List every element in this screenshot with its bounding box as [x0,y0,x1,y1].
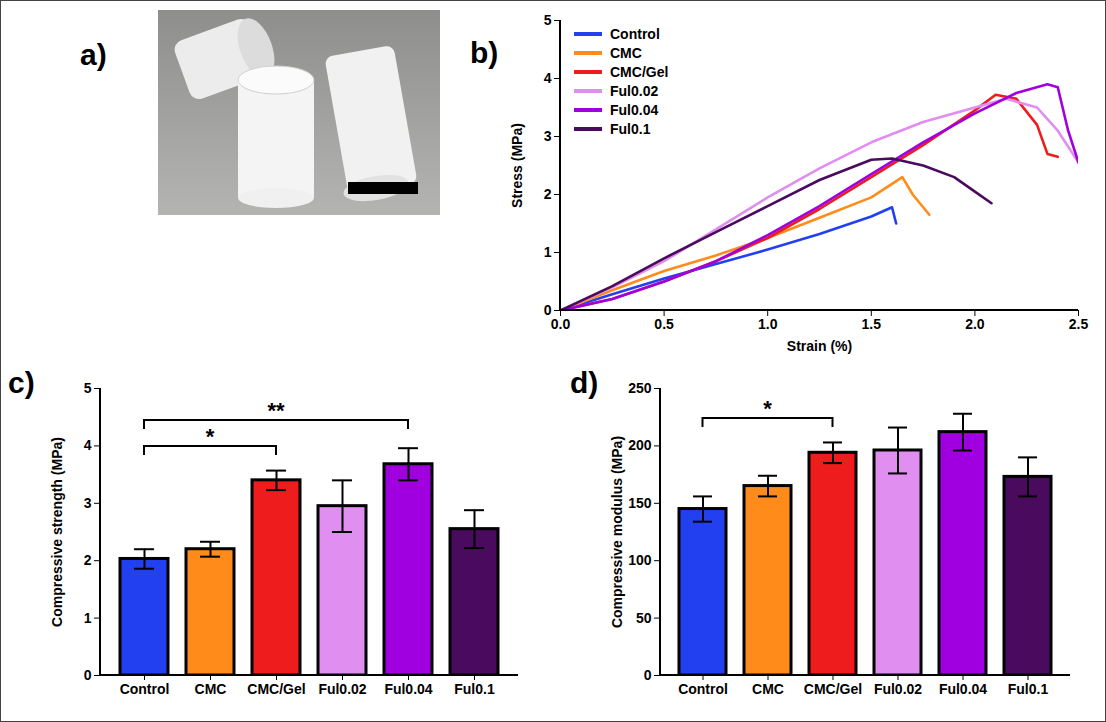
svg-text:CMC: CMC [752,681,784,697]
svg-text:Ful0.04: Ful0.04 [939,681,987,697]
svg-text:2: 2 [84,552,92,568]
svg-text:1.0: 1.0 [758,316,778,332]
svg-text:Control: Control [120,681,170,697]
svg-text:Ful0.02: Ful0.02 [874,681,922,697]
html-text:c): c) [8,366,35,399]
html-text:b): b) [470,36,499,69]
svg-text:Stress (MPa): Stress (MPa) [509,123,525,208]
svg-text:Ful0.1: Ful0.1 [454,681,495,697]
svg-text:2: 2 [544,186,552,202]
html-text:a): a) [80,38,107,71]
svg-text:2.0: 2.0 [965,316,985,332]
svg-text:**: ** [267,398,285,423]
html-text:CMC: CMC [610,44,642,61]
svg-text:1: 1 [84,610,92,626]
svg-text:Ful0.04: Ful0.04 [384,681,432,697]
svg-text:3: 3 [544,128,552,144]
svg-text:CMC: CMC [195,681,227,697]
svg-text:Ful0.1: Ful0.1 [1008,681,1049,697]
svg-text:4: 4 [84,437,92,453]
svg-text:Compressive strength (MPa): Compressive strength (MPa) [49,437,65,627]
svg-text:Ful0.02: Ful0.02 [318,681,366,697]
svg-text:50: 50 [636,610,652,626]
svg-text:0: 0 [644,667,652,683]
svg-text:Strain (%): Strain (%) [787,338,852,354]
svg-text:*: * [763,396,772,421]
svg-text:Control: Control [678,681,728,697]
html-text:Ful0.02: Ful0.02 [610,82,659,99]
svg-text:150: 150 [628,495,652,511]
svg-text:5: 5 [544,12,552,28]
svg-text:0.0: 0.0 [551,316,571,332]
svg-text:1: 1 [544,244,552,260]
svg-text:1.5: 1.5 [862,316,882,332]
html-text:Ful0.1: Ful0.1 [610,120,651,137]
svg-text:250: 250 [628,380,652,396]
svg-text:200: 200 [628,437,652,453]
svg-text:4: 4 [544,70,552,86]
svg-text:3: 3 [84,495,92,511]
svg-text:CMC/Gel: CMC/Gel [804,681,862,697]
svg-text:0: 0 [543,302,552,318]
html-text:CMC/Gel: CMC/Gel [610,63,669,80]
svg-text:2.5: 2.5 [1069,316,1089,332]
svg-text:100: 100 [628,552,652,568]
html-text:d): d) [570,366,599,399]
svg-text:5: 5 [84,380,92,396]
html-text:Control: Control [610,25,660,42]
svg-text:0: 0 [84,667,92,683]
svg-text:*: * [206,424,215,449]
html-text:Ful0.04: Ful0.04 [610,101,659,118]
svg-text:0.5: 0.5 [654,316,674,332]
svg-text:CMC/Gel: CMC/Gel [247,681,305,697]
svg-text:Compressive modulus (MPa): Compressive modulus (MPa) [609,436,625,628]
